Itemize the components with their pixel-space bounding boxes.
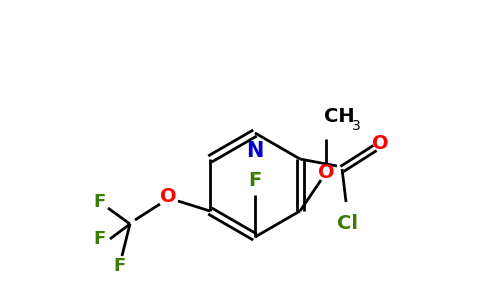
Text: 3: 3 bbox=[352, 119, 361, 133]
Text: Cl: Cl bbox=[336, 214, 358, 233]
Text: O: O bbox=[318, 164, 334, 182]
Text: CH: CH bbox=[324, 107, 355, 126]
Text: N: N bbox=[246, 141, 264, 161]
Text: F: F bbox=[114, 257, 126, 275]
Text: F: F bbox=[248, 171, 262, 190]
Text: O: O bbox=[372, 134, 388, 154]
Text: F: F bbox=[94, 230, 106, 248]
Text: F: F bbox=[94, 193, 106, 211]
Text: O: O bbox=[160, 187, 176, 206]
